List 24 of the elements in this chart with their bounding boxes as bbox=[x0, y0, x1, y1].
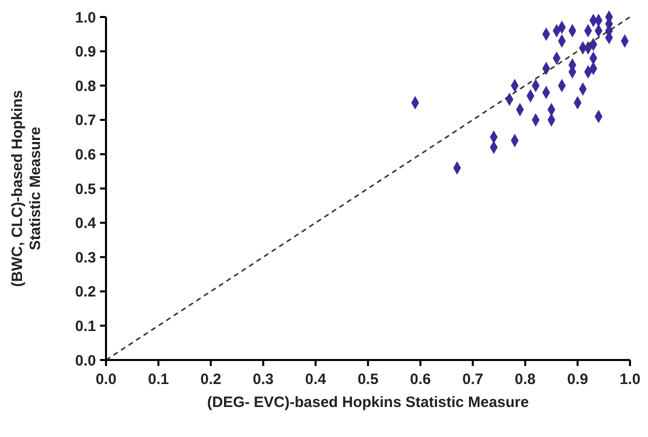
x-tick-label: 0.3 bbox=[252, 371, 274, 388]
y-tick-label: 0.5 bbox=[75, 180, 96, 198]
x-tick-label: 0.8 bbox=[514, 371, 536, 388]
y-tick-label: 0.2 bbox=[75, 284, 96, 301]
y-tick-label: 0.6 bbox=[75, 146, 96, 164]
x-tick-label: 0.4 bbox=[305, 371, 327, 388]
y-tick-label: 0.1 bbox=[75, 318, 96, 335]
x-tick-label: 0.5 bbox=[358, 371, 378, 388]
y-tick-label: 0.0 bbox=[75, 352, 96, 370]
x-tick-label: 0.9 bbox=[567, 371, 588, 388]
x-tick-label: 1.0 bbox=[620, 371, 640, 388]
x-tick-label: 0.6 bbox=[410, 371, 431, 388]
x-axis-title: (DEG- EVC)-based Hopkins Statistic Measure bbox=[207, 394, 529, 411]
y-tick-label: 0.3 bbox=[75, 249, 96, 266]
x-tick-label: 0.1 bbox=[148, 371, 169, 388]
x-tick-label: 0.0 bbox=[96, 371, 116, 388]
y-tick-label: 0.8 bbox=[75, 78, 96, 95]
y-axis-title: (BWC, CLC)-based Hopkins Statistic Measure bbox=[9, 90, 44, 287]
y-tick-label: 0.9 bbox=[75, 44, 96, 61]
y-tick-label: 0.7 bbox=[75, 112, 96, 130]
y-tick-label: 0.4 bbox=[75, 215, 97, 232]
x-tick-label: 0.2 bbox=[200, 371, 222, 388]
y-tick-label: 1.0 bbox=[75, 9, 96, 26]
x-tick-label: 0.7 bbox=[462, 371, 484, 388]
